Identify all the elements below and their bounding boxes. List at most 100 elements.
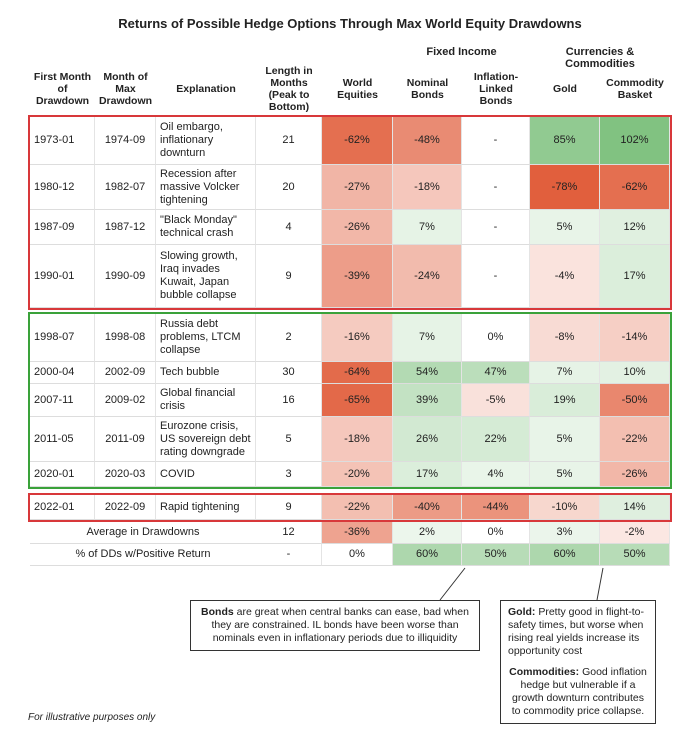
table-cell: 19% <box>530 384 600 417</box>
table-cell: -26% <box>600 462 670 487</box>
table-cell: 9 <box>256 245 322 308</box>
table-cell: "Black Monday" technical crash <box>156 210 256 245</box>
table-cell: Tech bubble <box>156 362 256 384</box>
table-cell: 1998-07 <box>30 314 95 362</box>
table-cell: -18% <box>393 165 462 210</box>
summary-cell: 0% <box>322 544 393 566</box>
table-cell: -50% <box>600 384 670 417</box>
leader-line <box>596 567 604 601</box>
column-header: Month of Max Drawdown <box>98 71 153 107</box>
table-cell: 22% <box>462 417 530 462</box>
table-cell: 47% <box>462 362 530 384</box>
table-cell: 54% <box>393 362 462 384</box>
table-cell: 10% <box>600 362 670 384</box>
table-cell: 9 <box>256 495 322 520</box>
table-cell: -20% <box>322 462 393 487</box>
table-cell: 0% <box>462 314 530 362</box>
column-header: Gold <box>553 83 577 95</box>
summary-cell: - <box>256 544 322 566</box>
summary-cell: -2% <box>600 522 670 544</box>
table-cell: 5% <box>530 462 600 487</box>
table-cell: -78% <box>530 165 600 210</box>
summary-cell: 0% <box>462 522 530 544</box>
table-cell: 2011-09 <box>95 417 156 462</box>
table-cell: 1990-01 <box>30 245 95 308</box>
summary-cell: 50% <box>600 544 670 566</box>
table-cell: -5% <box>462 384 530 417</box>
table-cell: -26% <box>322 210 393 245</box>
table-cell: 3 <box>256 462 322 487</box>
table-cell: 17% <box>393 462 462 487</box>
column-header: World Equities <box>337 77 378 101</box>
table-cell: Oil embargo, inflationary downturn <box>156 117 256 165</box>
table-cell: - <box>462 210 530 245</box>
summary-cell: 50% <box>462 544 530 566</box>
table-cell: 16 <box>256 384 322 417</box>
table-cell: 1982-07 <box>95 165 156 210</box>
table-cell: 12% <box>600 210 670 245</box>
table-cell: - <box>462 117 530 165</box>
column-header: Explanation <box>176 83 236 95</box>
table-cell: 30 <box>256 362 322 384</box>
table-cell: 5 <box>256 417 322 462</box>
column-header: Inflation-Linked Bonds <box>473 71 519 107</box>
table-cell: -16% <box>322 314 393 362</box>
column-header: Length in Months (Peak to Bottom) <box>265 65 313 113</box>
table-cell: -44% <box>462 495 530 520</box>
leader-line <box>439 567 466 601</box>
table-cell: 2007-11 <box>30 384 95 417</box>
table-cell: 5% <box>530 210 600 245</box>
table-cell: -4% <box>530 245 600 308</box>
table-cell: 39% <box>393 384 462 417</box>
table-cell: 2000-04 <box>30 362 95 384</box>
table-cell: -10% <box>530 495 600 520</box>
summary-cell: 60% <box>393 544 462 566</box>
group-box <box>28 115 672 310</box>
table-cell: -62% <box>600 165 670 210</box>
table-cell: 1987-09 <box>30 210 95 245</box>
summary-cell: 2% <box>393 522 462 544</box>
table-cell: 5% <box>530 417 600 462</box>
table-cell: -48% <box>393 117 462 165</box>
table-cell: 1980-12 <box>30 165 95 210</box>
column-header: Commodity Basket <box>606 77 664 101</box>
table-cell: 2022-09 <box>95 495 156 520</box>
table-cell: 7% <box>393 210 462 245</box>
note-bold: Bonds <box>201 606 234 618</box>
table-cell: 2022-01 <box>30 495 95 520</box>
summary-label: % of DDs w/Positive Return <box>30 544 256 566</box>
table-cell: -22% <box>600 417 670 462</box>
group-box <box>28 493 672 522</box>
table-cell: 26% <box>393 417 462 462</box>
table-cell: 21 <box>256 117 322 165</box>
table-cell: Global financial crisis <box>156 384 256 417</box>
table-cell: -65% <box>322 384 393 417</box>
table-cell: 2002-09 <box>95 362 156 384</box>
note-bold: Gold: <box>508 606 536 618</box>
column-header: First Month of Drawdown <box>33 71 92 107</box>
note-text: Good inflation hedge but vulnerable if a… <box>511 666 647 717</box>
table-cell: 17% <box>600 245 670 308</box>
table-cell: 4 <box>256 210 322 245</box>
table-cell: -22% <box>322 495 393 520</box>
table-cell: -8% <box>530 314 600 362</box>
table-cell: 2 <box>256 314 322 362</box>
table-cell: 1973-01 <box>30 117 95 165</box>
table-cell: - <box>462 245 530 308</box>
summary-cell: 60% <box>530 544 600 566</box>
summary-label: Average in Drawdowns <box>30 522 256 544</box>
table-cell: -64% <box>322 362 393 384</box>
table-cell: Rapid tightening <box>156 495 256 520</box>
group-header: Fixed Income <box>426 46 497 58</box>
column-header: Nominal Bonds <box>406 77 449 101</box>
table-cell: Recession after massive Volcker tighteni… <box>156 165 256 210</box>
summary-cell: 3% <box>530 522 600 544</box>
table-cell: Eurozone crisis, US sovereign debt ratin… <box>156 417 256 462</box>
table-cell: -40% <box>393 495 462 520</box>
table-cell: - <box>462 165 530 210</box>
note-bold: Commodities: <box>509 666 580 678</box>
note-commodities: Commodities: Good inflation hedge but vu… <box>508 666 648 718</box>
table-cell: 102% <box>600 117 670 165</box>
table-cell: 1990-09 <box>95 245 156 308</box>
